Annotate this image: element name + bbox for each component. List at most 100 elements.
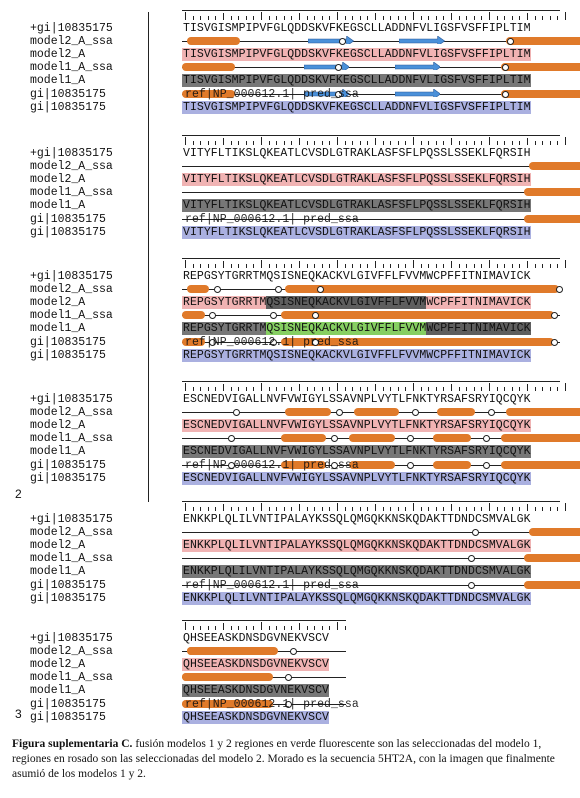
position-ruler [182,260,566,268]
pred-ssa-overlay: ref|NP_000612.1| pred_ssa [185,212,359,226]
pred-ssa-overlay: ref|NP_000612.1| pred_ssa [185,578,359,592]
alignment-block: +gi|10835175 ENKKPLQLILVNTIPALAYKSSQLQMGQ… [30,501,580,616]
ss-line [182,62,580,72]
sequence-model2: QHSEEASKDNSDGVNEKVSCV [182,658,329,672]
row-gi_plus: +gi|10835175 ESCNEDVIGALLNVFVWIGYLSSAVNPL… [30,393,560,406]
helix-icon [501,434,580,443]
coil-marker-icon [228,435,236,443]
row-gi_plus: +gi|10835175 REPGSYTGRRTMQSISNEQKACKVLGIV… [30,270,560,283]
row-gi_pred: gi|10835175 ref|NP_000612.1| pred_ssa [30,212,580,226]
row-label: +gi|10835175 [30,147,113,160]
sequence-model2: ENKKPLQLILVNTIPALAYKSSQLQMGQKKNSKQDAKTTD… [182,539,531,553]
coil-marker-icon [331,435,338,443]
sequence-gi_plus: QHSEEASKDNSDGVNEKVSCV [183,632,329,645]
row-model2: model2_A ENKKPLQLILVNTIPALAYKSSQLQMGQKKNS… [30,539,560,553]
row-gi_plus: +gi|10835175 VITYFLTIKSLQKEATLCVSDLGTRAKL… [30,147,560,160]
caption-text: fusión modelos 1 y 2 regiones en verde f… [12,738,555,780]
block-top-rule [182,10,560,11]
row-gi_pred: gi|10835175 ref|NP_000612.1| pred_ssa [30,578,580,592]
row-model1_ssa: model1_A_ssa [30,552,580,566]
row-label: model1_A_ssa [30,671,113,685]
row-label: gi|10835175 [30,710,106,724]
row-gi_plus: +gi|10835175 ENKKPLQLILVNTIPALAYKSSQLQMGQ… [30,513,560,526]
ss-line [182,162,580,171]
coil-marker-icon [407,461,414,469]
ss-line [182,460,580,469]
row-label: model1_A_ssa [30,552,113,566]
sequence-model1: ESCNEDVIGALLNVFVWIGYLSSAVNPLVYTLFNKTYRSA… [182,445,531,459]
ss-line [182,36,580,46]
helix-icon [432,460,471,469]
helix-icon [505,37,580,46]
block-top-rule [182,501,560,502]
sequence-gi: ENKKPLQLILVNTIPALAYKSSQLQMGQKKNSKQDAKTTD… [182,591,531,605]
row-model2: model2_A REPGSYTGRRTMQSISNEQKACKVLGIVFFLF… [30,296,560,310]
helix-icon [182,311,205,320]
row-gi: gi|10835175 ESCNEDVIGALLNVFVWIGYLSSAVNPLV… [30,471,560,485]
helix-icon [528,528,580,537]
coil-marker-icon [339,38,347,46]
row-model2: model2_A TISVGISMPIPVFGLQDDSKVFKEGSCLLADD… [30,48,560,62]
row-label: model2_A_ssa [30,526,113,540]
coil-marker-icon [228,461,236,469]
coil-marker-icon [506,38,514,46]
row-gi_pred: gi|10835175 ref|NP_000612.1| pred_ssa [30,698,560,711]
row-model1: model1_A REPGSYTGRRTMQSISNEQKACKVLGIVFFLF… [30,322,560,336]
ss-line [182,647,346,656]
seq-segment-selected: QSISNEQKACKVLGIVFFLFVVM [266,322,427,336]
coil-marker-icon [467,555,475,563]
helix-icon [186,285,210,294]
helix-icon [432,434,471,443]
row-label: model1_A_ssa [30,61,113,75]
row-label: model1_A [30,74,86,88]
sequence-gi: REPGSYTGRRTMQSISNEQKACKVLGIVFFLFVVMWCPFF… [182,348,531,362]
helix-icon [524,580,580,589]
page-number-3: 3 [15,707,22,721]
helix-icon [353,408,400,417]
row-label: model2_A_ssa [30,283,113,297]
page-number-2: 2 [15,487,22,501]
position-ruler [182,137,566,145]
coil-marker-icon [487,409,495,417]
row-model1: model1_A ENKKPLQLILVNTIPALAYKSSQLQMGQKKNS… [30,565,560,579]
row-model2_ssa: model2_A_ssa [30,283,563,297]
sequence-model1: ENKKPLQLILVNTIPALAYKSSQLQMGQKKNSKQDAKTTD… [182,565,531,579]
coil-marker-icon [316,286,324,294]
row-gi_pred: gi|10835175 ref|NP_000612.1| pred_ssa [30,87,580,101]
row-label: model2_A [30,48,86,62]
block-top-rule [182,135,560,136]
sequence-model2: VITYFLTIKSLQKEATLCVSDLGTRAKLASFSFLPQSSLS… [182,173,531,187]
row-model1: model1_A ESCNEDVIGALLNVFVWIGYLSSAVNPLVYTL… [30,445,560,459]
row-label: gi|10835175 [30,87,106,101]
coil-marker-icon [232,409,240,417]
coil-marker-icon [213,286,221,294]
seq-segment: WCPFFITNIMAVICK [426,296,531,310]
coil-marker-icon [483,435,490,443]
seq-segment: REPGSYTGRRTM [183,322,267,336]
pred-ssa-overlay: ref|NP_000612.1| pred_ssa [185,697,359,711]
ss-line [182,88,580,98]
row-label: gi|10835175 [30,335,106,349]
sequence-gi: ESCNEDVIGALLNVFVWIGYLSSAVNPLVYTLFNKTYRSA… [182,471,531,485]
coil-marker-icon [270,338,278,346]
row-label: +gi|10835175 [30,632,113,645]
sequence-gi_plus: VITYFLTIKSLQKEATLCVSDLGTRAKLASFSFLPQSSLS… [183,147,531,160]
alignment-block: +gi|10835175 QHSEEASKDNSDGVNEKVSCV model2_… [30,620,560,735]
row-label: +gi|10835175 [30,22,113,35]
sequence-gi: TISVGISMPIPVFGLQDDSKVFKEGSCLLADDNFVLIGSF… [182,100,531,114]
ss-line [182,580,580,589]
row-gi_pred: gi|10835175 ref|NP_000612.1| pred_ssa [30,336,560,349]
sequence-gi_plus: REPGSYTGRRTMQSISNEQKACKVLGIVFFLFVVMWCPFF… [183,270,531,283]
ss-line [182,673,346,682]
row-model1_ssa: model1_A_ssa [30,309,560,322]
helix-icon [528,162,580,171]
row-model1_ssa: model1_A_ssa [30,186,580,199]
block-top-rule [182,381,560,382]
row-label: gi|10835175 [30,212,106,226]
row-model1: model1_A TISVGISMPIPVFGLQDDSKVFKEGSCLLADD… [30,74,560,88]
strand-arrow-icon [394,88,441,97]
helix-icon [182,673,274,682]
row-model2: model2_A VITYFLTIKSLQKEATLCVSDLGTRAKLASFS… [30,173,560,187]
coil-marker-icon [502,64,509,72]
helix-icon [182,337,205,346]
